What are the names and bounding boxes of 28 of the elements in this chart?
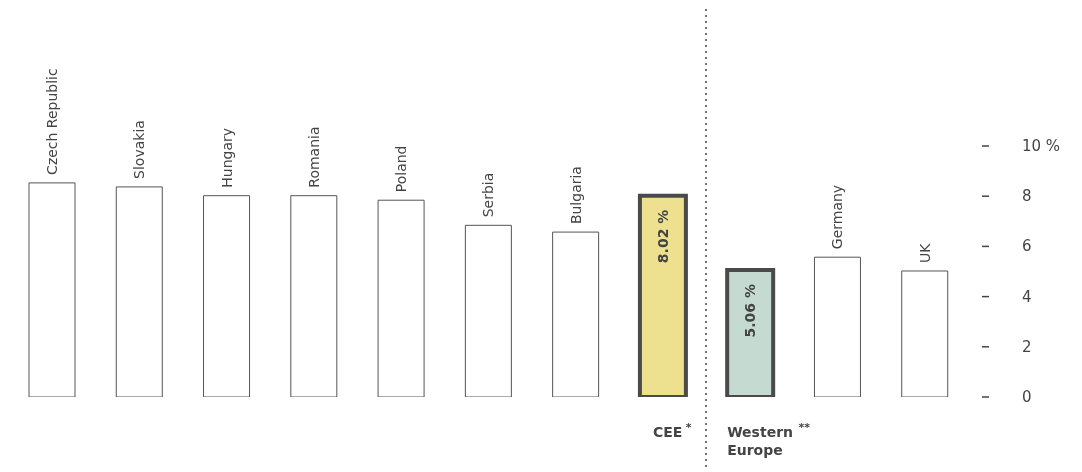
x-tick-label: Slovakia bbox=[131, 120, 148, 179]
x-tick-label: UK bbox=[916, 242, 933, 263]
bar bbox=[290, 195, 338, 397]
x-tick-label: Czech Republic bbox=[44, 68, 60, 175]
bar bbox=[377, 199, 425, 397]
bar bbox=[464, 224, 512, 397]
bar bbox=[901, 270, 949, 397]
bar bbox=[813, 256, 861, 397]
bar bbox=[203, 195, 251, 397]
x-tick-label: Bulgaria bbox=[567, 166, 584, 225]
y-tick-label: 0 bbox=[1022, 388, 1032, 406]
x-tick-label: Hungary bbox=[218, 127, 235, 188]
data-label: 5.06 % bbox=[742, 283, 759, 338]
bar bbox=[28, 182, 76, 397]
x-tick-label: Serbia bbox=[480, 172, 497, 218]
y-tick-label: 10 % bbox=[1022, 137, 1061, 155]
y-tick-label: 8 bbox=[1022, 187, 1032, 206]
x-tick-label: Poland bbox=[393, 145, 410, 193]
x-tick-label: Germany bbox=[829, 184, 846, 250]
category-label: Western Europe ** bbox=[727, 421, 810, 458]
bar bbox=[552, 231, 600, 397]
y-tick-label: 6 bbox=[1022, 237, 1032, 256]
x-tick-label: Romania bbox=[305, 126, 322, 188]
y-tick-label: 4 bbox=[1022, 287, 1032, 306]
bar bbox=[115, 186, 163, 397]
x-tick-label: CEE * bbox=[652, 421, 692, 440]
y-tick-label: 2 bbox=[1022, 337, 1032, 356]
data-label: 8.02 % bbox=[654, 209, 671, 264]
